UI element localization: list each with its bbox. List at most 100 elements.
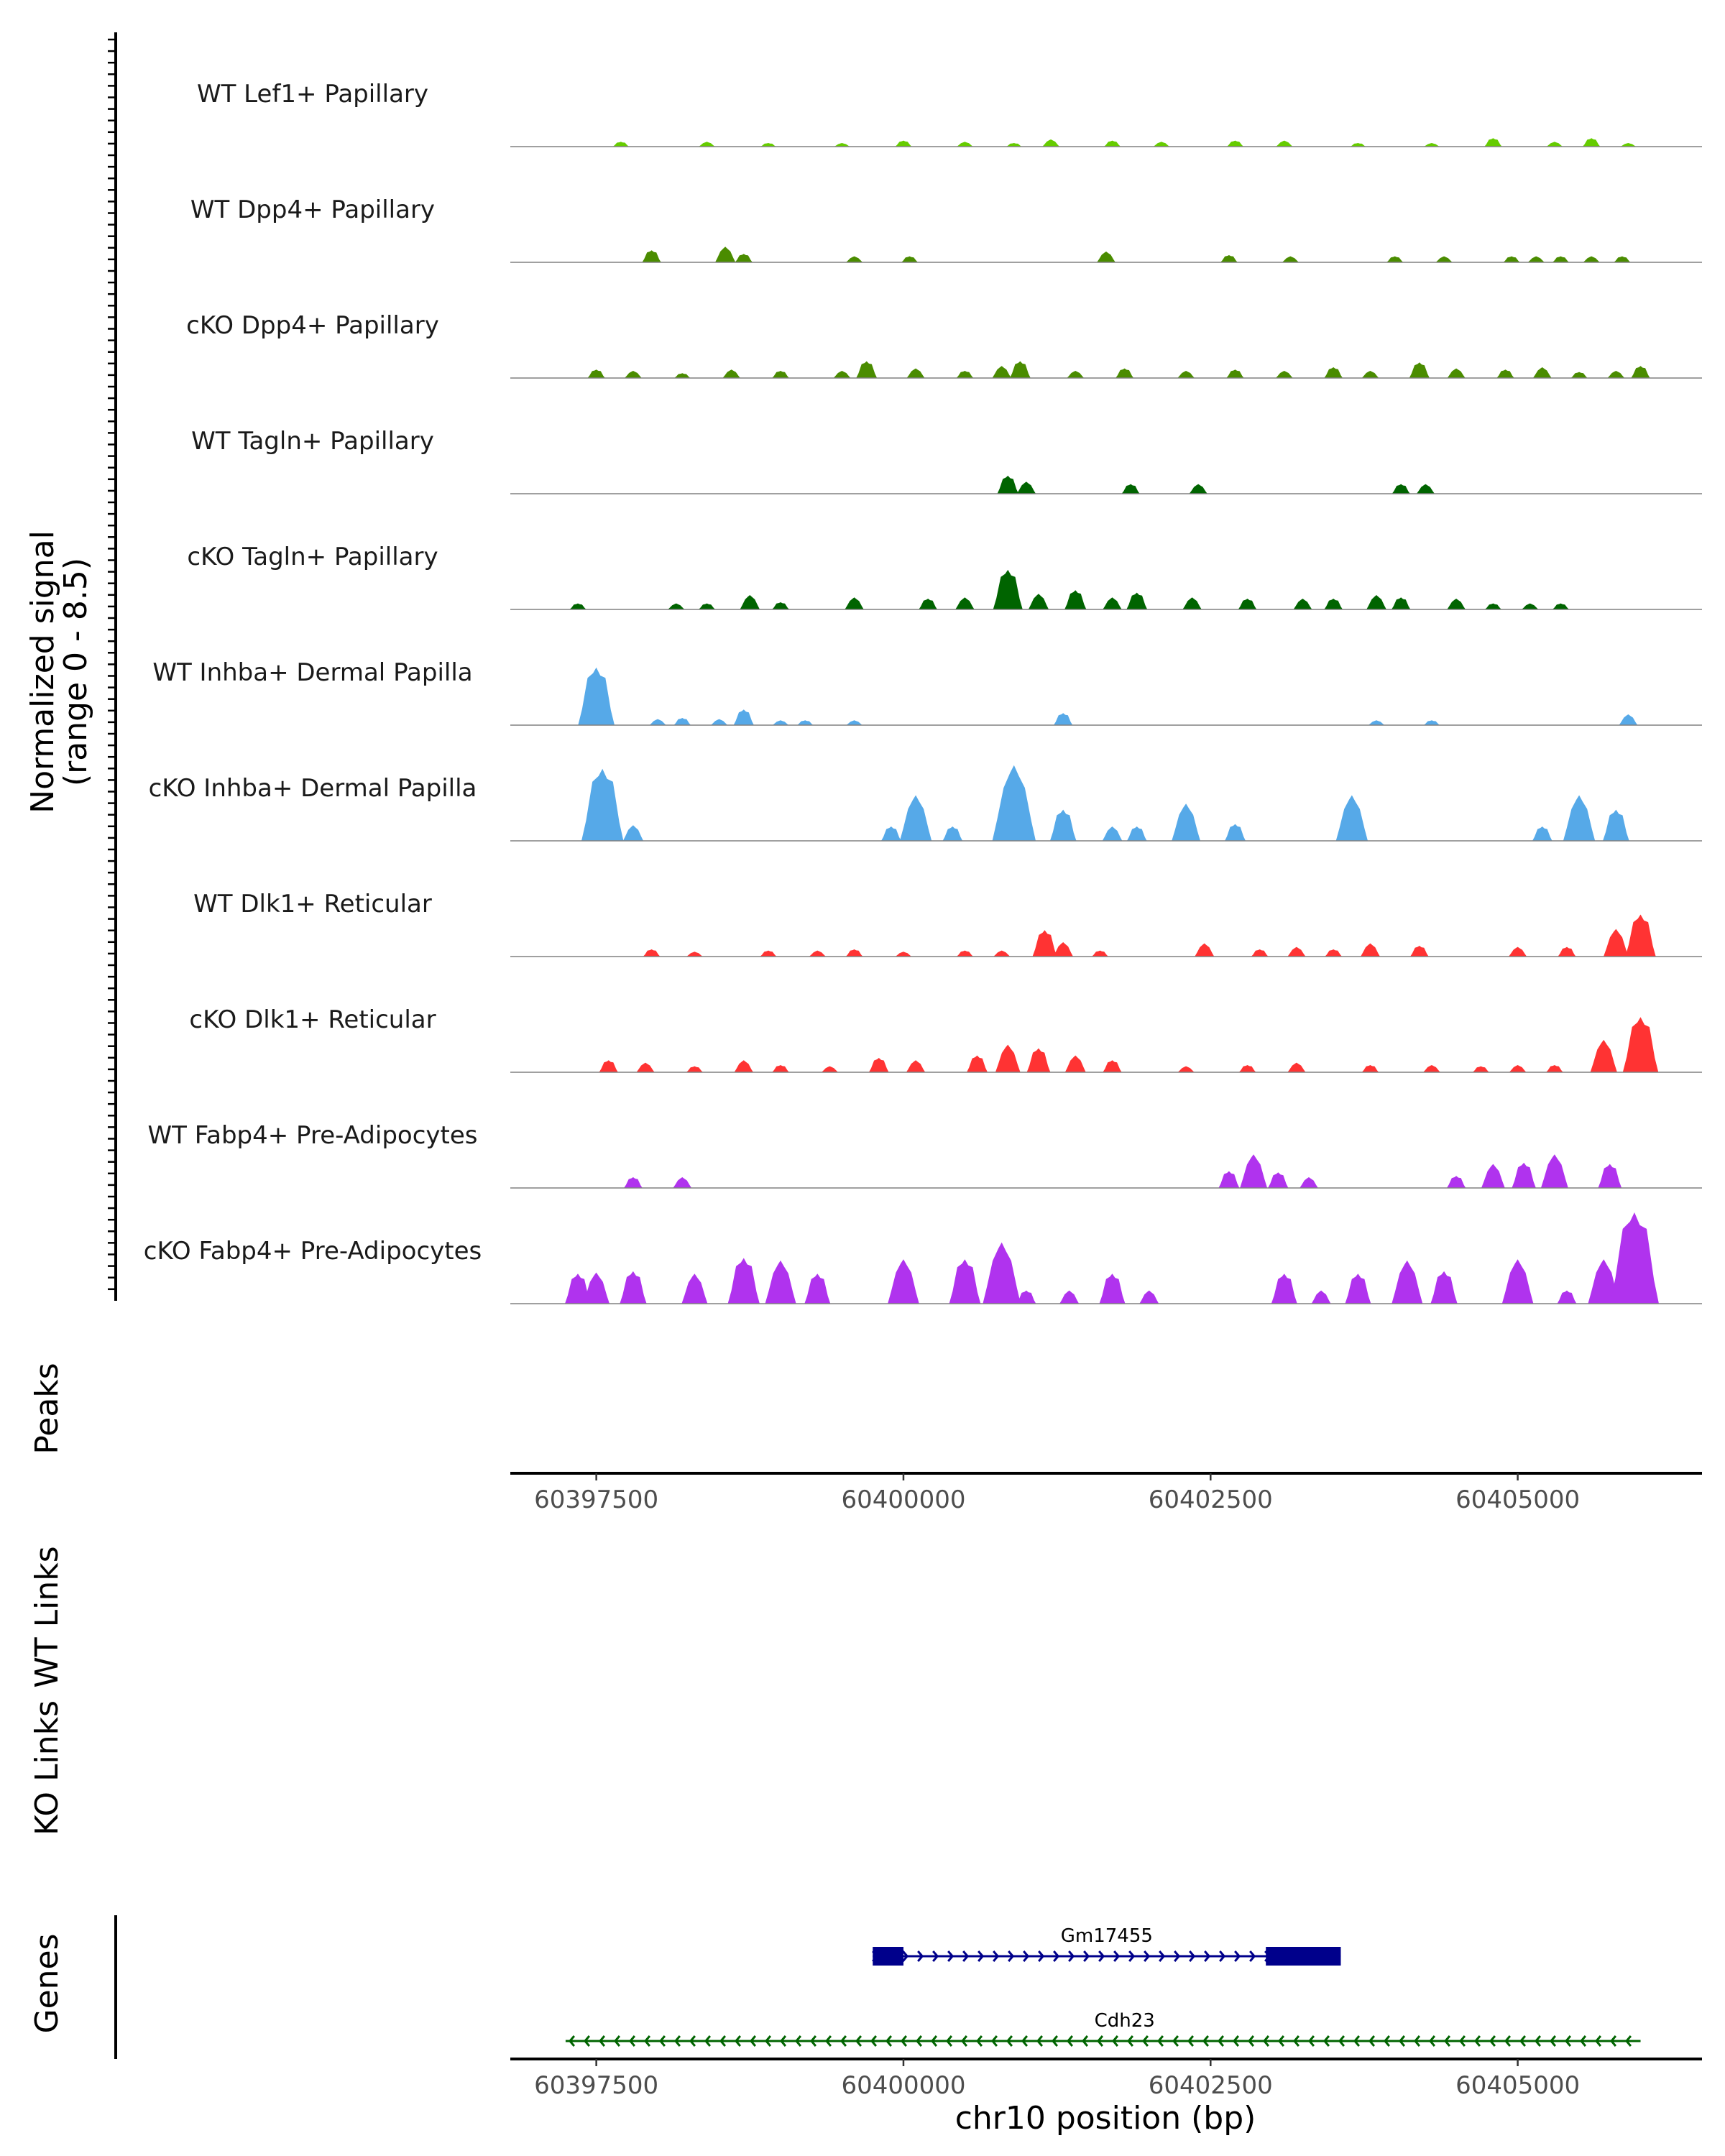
strand-arrow bbox=[1174, 1950, 1181, 1962]
strand-arrow bbox=[643, 2035, 651, 2047]
strand-arrow bbox=[945, 2035, 953, 2047]
strand-arrow bbox=[1262, 2035, 1270, 2047]
signal-peak bbox=[1009, 361, 1031, 378]
signal-peak bbox=[740, 595, 760, 609]
signal-peak bbox=[881, 826, 901, 841]
signal-peak bbox=[1583, 256, 1600, 262]
signal-peak bbox=[1447, 599, 1466, 609]
signal-peak bbox=[1059, 1290, 1080, 1304]
signal-peak bbox=[1512, 1162, 1536, 1188]
signal-peak bbox=[888, 1259, 919, 1304]
signal-peak bbox=[1271, 1273, 1297, 1304]
ko-links-track-title: KO Links bbox=[29, 1700, 65, 1835]
strand-arrow bbox=[1307, 2035, 1315, 2047]
strand-arrow bbox=[917, 1950, 924, 1962]
signal-peak bbox=[919, 599, 937, 609]
strand-arrow bbox=[1594, 2035, 1602, 2047]
signal-peak bbox=[1287, 946, 1306, 957]
signal-peak bbox=[1582, 138, 1601, 147]
x-tick-label: 60402500 bbox=[1149, 1485, 1273, 1514]
signal-peak bbox=[735, 254, 753, 262]
strand-arrow bbox=[1609, 2035, 1617, 2047]
signal-peak bbox=[1625, 914, 1656, 957]
signal-peak bbox=[643, 949, 661, 957]
strand-arrow bbox=[719, 2035, 727, 2047]
signal-peak bbox=[1067, 371, 1085, 378]
strand-arrow bbox=[764, 2035, 772, 2047]
strand-arrow bbox=[1353, 2035, 1361, 2047]
signal-peak bbox=[967, 1055, 988, 1072]
signal-peak bbox=[699, 142, 715, 147]
signal-peak bbox=[901, 256, 919, 262]
track-label: WT Dpp4+ Papillary bbox=[190, 195, 435, 224]
signal-peak bbox=[711, 719, 728, 725]
signal-peak bbox=[1522, 603, 1539, 609]
gene-track: Gm17455 Cdh23 bbox=[565, 1925, 1641, 2047]
strand-arrow bbox=[932, 1950, 939, 1962]
strand-arrow bbox=[1277, 2035, 1285, 2047]
signal-peak bbox=[569, 603, 586, 609]
strand-arrow bbox=[1051, 2035, 1059, 2047]
track-9: WT Fabp4+ Pre-Adipocytes bbox=[148, 1121, 1702, 1189]
signal-peak bbox=[1409, 362, 1430, 378]
signal-peak bbox=[760, 143, 776, 147]
strand-arrow bbox=[1458, 2035, 1466, 2047]
signal-peak bbox=[1546, 142, 1563, 147]
x-tick-label: 60400000 bbox=[841, 2071, 965, 2100]
signal-peak bbox=[1220, 255, 1238, 262]
signal-peak bbox=[1064, 1055, 1086, 1072]
signal-peak bbox=[834, 143, 850, 147]
signal-peak bbox=[1240, 1154, 1268, 1188]
signal-peak bbox=[1251, 949, 1269, 957]
signal-peak bbox=[1177, 371, 1195, 378]
signal-peak bbox=[1153, 142, 1170, 147]
strand-arrow bbox=[1564, 2035, 1572, 2047]
signal-peak bbox=[624, 1177, 643, 1188]
track-3: WT Tagln+ Papillary bbox=[191, 427, 1702, 494]
signal-peak bbox=[1006, 143, 1022, 147]
strand-arrow bbox=[1111, 2035, 1119, 2047]
strand-arrow bbox=[1008, 1950, 1015, 1962]
signal-peak bbox=[581, 768, 624, 841]
signal-peak bbox=[1282, 256, 1299, 262]
signal-peak bbox=[1116, 368, 1134, 378]
signal-peak bbox=[1509, 1065, 1527, 1072]
signal-peak bbox=[1532, 826, 1552, 841]
track-label: WT Lef1+ Papillary bbox=[197, 80, 428, 109]
strand-arrow bbox=[840, 2035, 847, 2047]
x-tick-label: 60405000 bbox=[1455, 2071, 1580, 2100]
signal-peak bbox=[1590, 1039, 1617, 1072]
strand-arrow bbox=[1204, 1950, 1211, 1962]
strand-arrow bbox=[960, 2035, 968, 2047]
x-tick-label: 60397500 bbox=[534, 1485, 658, 1514]
signal-peak bbox=[1416, 484, 1435, 494]
signal-peak bbox=[625, 371, 642, 378]
signal-peak bbox=[846, 720, 862, 725]
strand-arrow bbox=[1489, 2035, 1496, 2047]
strand-arrow bbox=[1038, 1950, 1045, 1962]
strand-arrow bbox=[673, 2035, 681, 2047]
strand-arrow bbox=[978, 1950, 985, 1962]
signal-peak bbox=[833, 371, 851, 378]
signal-peak bbox=[995, 1044, 1021, 1072]
signal-peak bbox=[636, 1062, 655, 1072]
strand-arrow bbox=[1413, 2035, 1421, 2047]
strand-arrow bbox=[1144, 1950, 1151, 1962]
signal-peak bbox=[674, 373, 691, 378]
signal-peak bbox=[1350, 143, 1366, 147]
signal-peak bbox=[804, 1273, 831, 1304]
signal-peak bbox=[1103, 597, 1122, 609]
signal-peak bbox=[1300, 1177, 1318, 1188]
signal-peak bbox=[1598, 1164, 1622, 1188]
track-label: WT Dlk1+ Reticular bbox=[193, 890, 432, 918]
signal-peak bbox=[949, 1259, 981, 1304]
signal-peak bbox=[1361, 943, 1380, 957]
signal-peak bbox=[1603, 809, 1629, 841]
signal-peak bbox=[821, 1066, 838, 1072]
strand-arrow bbox=[1128, 1950, 1136, 1962]
strand-arrow bbox=[1021, 2035, 1029, 2047]
strand-arrow bbox=[658, 2035, 666, 2047]
strand-arrow bbox=[1036, 2035, 1044, 2047]
strand-arrow bbox=[1428, 2035, 1436, 2047]
signal-peak bbox=[772, 602, 789, 609]
